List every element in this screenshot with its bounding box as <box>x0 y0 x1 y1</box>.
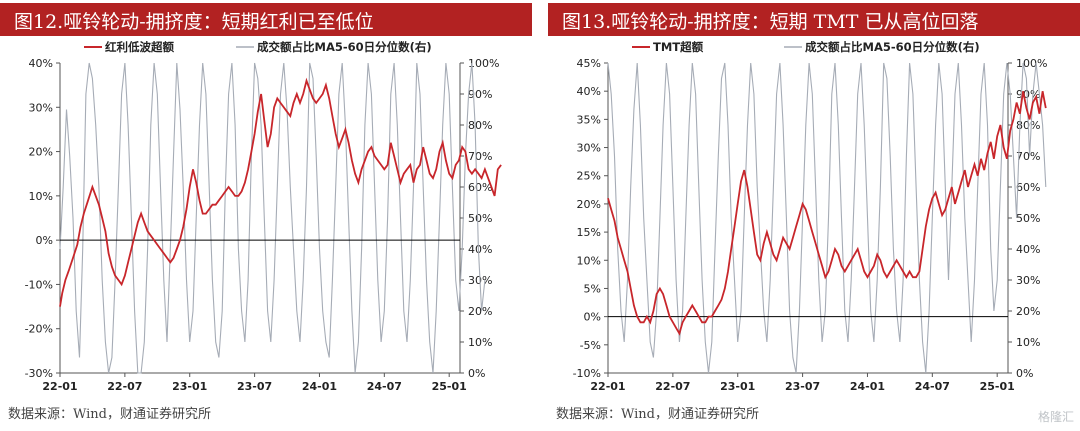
x-tick-label: 22-07 <box>655 380 690 393</box>
y-right-tick-label: 50% <box>468 212 492 225</box>
series-line-excess-return <box>607 91 1047 336</box>
legend-label-primary: 红利低波超额 <box>105 40 174 54</box>
legend: TMT超额 成交额占比MA5-60日分位数(右) <box>632 40 980 54</box>
series-line-turnover-percentile <box>59 62 486 374</box>
y-right-tick-label: 50% <box>1016 212 1040 225</box>
legend-label-secondary: 成交额占比MA5-60日分位数(右) <box>805 40 980 54</box>
source-note: 数据来源：Wind，财通证券研究所 <box>8 407 211 422</box>
y-left-tick-label: 10% <box>29 190 53 203</box>
y-left-tick-label: -20% <box>25 323 53 336</box>
x-tick-label: 25-01 <box>432 380 467 393</box>
chart-title: 图12.哑铃轮动-拥挤度：短期红利已至低位 <box>14 11 374 33</box>
chart-title-bar: 图13.哑铃轮动-拥挤度：短期 TMT 已从高位回落 <box>548 3 1080 36</box>
series-line-excess-return <box>59 77 502 307</box>
y-left-tick-label: 10% <box>577 254 601 267</box>
y-left-tick-label: 5% <box>584 282 601 295</box>
chart-title: 图13.哑铃轮动-拥挤度：短期 TMT 已从高位回落 <box>562 11 979 33</box>
y-left-tick-label: 20% <box>29 146 53 159</box>
y-left-tick-label: 0% <box>36 234 53 247</box>
x-tick-label: 24-07 <box>367 380 402 393</box>
legend-label-secondary: 成交额占比MA5-60日分位数(右) <box>257 40 432 54</box>
y-right-tick-label: 10% <box>468 336 492 349</box>
y-left-tick-label: 25% <box>577 170 601 183</box>
y-right-tick-label: 20% <box>1016 305 1040 318</box>
y-right-tick-label: 0% <box>1016 367 1033 380</box>
y-right-tick-label: 90% <box>468 88 492 101</box>
y-right-tick-label: 70% <box>468 150 492 163</box>
y-right-tick-label: 100% <box>1016 57 1047 70</box>
y-left-tick-label: 45% <box>577 57 601 70</box>
x-tick-label: 23-01 <box>172 380 207 393</box>
series-line-turnover-percentile <box>607 62 1047 374</box>
y-left-tick-label: 30% <box>29 101 53 114</box>
source-note: 数据来源：Wind，财通证券研究所 <box>556 407 759 422</box>
y-right-tick-label: 60% <box>468 181 492 194</box>
y-right-tick-label: 20% <box>468 305 492 318</box>
y-left-tick-label: 0% <box>584 311 601 324</box>
chart-svg-right: 45%40%35%30%25%20%15%10%5%0%-5%-10%100%9… <box>573 40 1048 393</box>
y-left-tick-label: 20% <box>577 198 601 211</box>
y-right-tick-label: 0% <box>468 367 485 380</box>
x-tick-label: 22-01 <box>42 380 77 393</box>
y-right-tick-label: 40% <box>1016 243 1040 256</box>
y-left-tick-label: -5% <box>580 339 601 352</box>
chart-panel-right: 图13.哑铃轮动-拥挤度：短期 TMT 已从高位回落 45% 40% 35% 30% 2… <box>548 0 1080 431</box>
x-tick-label: 22-07 <box>107 380 142 393</box>
y-right-tick-label: 40% <box>468 243 492 256</box>
y-left-tick-label: 40% <box>29 57 53 70</box>
y-left-tick-label: -30% <box>25 367 53 380</box>
legend-label-primary: TMT超额 <box>653 40 704 54</box>
x-tick-label: 22-01 <box>590 380 625 393</box>
chart-svg-left: 40% 30% 20% 10% 0% -10% -20% -30% 100% 90% 80% 70% 6… <box>25 40 502 393</box>
y-right-tick-label: 60% <box>1016 181 1040 194</box>
x-tick-label: 24-07 <box>915 380 950 393</box>
y-right-tick-label: 70% <box>1016 150 1040 163</box>
y-right-tick-label: 80% <box>468 119 492 132</box>
watermark-logo: 格隆汇 <box>1037 410 1074 424</box>
x-tick-label: 23-07 <box>237 380 272 393</box>
y-left-tick-label: 15% <box>577 226 601 239</box>
x-tick-label: 23-01 <box>720 380 755 393</box>
x-tick-label: 24-01 <box>302 380 337 393</box>
chart-title-bar: 图12.哑铃轮动-拥挤度：短期红利已至低位 <box>0 3 532 36</box>
y-right-tick-label: 10% <box>1016 336 1040 349</box>
y-left-tick-label: 30% <box>577 142 601 155</box>
y-left-tick-label: -10% <box>25 278 53 291</box>
legend: 红利低波超额 成交额占比MA5-60日分位数(右) <box>84 40 432 54</box>
y-left-tick-label: 35% <box>577 113 601 126</box>
y-right-tick-label: 100% <box>468 57 499 70</box>
x-tick-label: 23-07 <box>785 380 820 393</box>
x-tick-label: 24-01 <box>850 380 885 393</box>
y-left-tick-label: 40% <box>577 85 601 98</box>
x-tick-label: 25-01 <box>980 380 1015 393</box>
y-left-tick-label: -10% <box>573 367 601 380</box>
y-right-tick-label: 30% <box>1016 274 1040 287</box>
chart-panel-left: 图12.哑铃轮动-拥挤度：短期红利已至低位 40% 30% 20% 10% 0% -10%… <box>0 0 532 431</box>
